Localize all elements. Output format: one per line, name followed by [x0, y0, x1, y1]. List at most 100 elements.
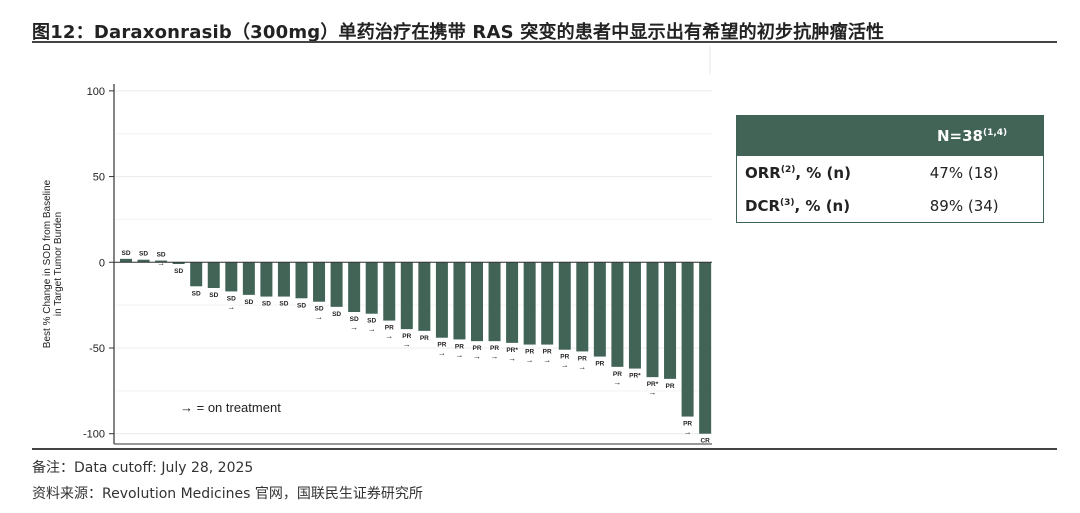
y-axis-label: Best % Change in SOD from Baseline — [42, 179, 53, 348]
bar-label: SD — [139, 251, 148, 258]
on-treatment-arrow: → — [438, 349, 446, 358]
bar-label: SD — [121, 250, 130, 257]
bar — [400, 262, 413, 330]
on-treatment-arrow: → — [649, 388, 657, 397]
on-treatment-arrow: → — [613, 378, 621, 387]
bar-label: SD — [227, 295, 236, 302]
bar — [593, 262, 606, 357]
bar-label: PR — [472, 345, 481, 352]
bar — [225, 262, 238, 292]
bar — [699, 262, 712, 434]
on-treatment-arrow: → — [543, 356, 551, 365]
sample-size-footnote: (1,4) — [983, 128, 1008, 138]
dcr-label-tail: , % (n) — [794, 196, 851, 215]
bar-label: PR — [560, 354, 569, 361]
bar — [313, 262, 326, 302]
bar-label: SD — [315, 306, 324, 313]
orr-label: ORR — [745, 163, 781, 182]
bar — [418, 262, 431, 331]
bar — [277, 262, 290, 297]
response-table: N=38(1,4) ORR(2), % (n) 47% (18) DCR(3),… — [736, 115, 1044, 223]
source-note: 资料来源：Revolution Medicines 官网，国联民生证券研究所 — [32, 486, 423, 502]
bar — [471, 262, 483, 342]
on-treatment-arrow: → — [157, 259, 165, 268]
bar-label: PR* — [506, 347, 518, 354]
on-treatment-arrow: → — [473, 352, 481, 361]
on-treatment-arrow: → — [578, 362, 586, 371]
bar — [576, 262, 589, 352]
y-tick-label: 50 — [93, 172, 105, 184]
bar — [348, 262, 361, 312]
bar-label: SD — [157, 252, 166, 259]
y-tick-label: 0 — [99, 257, 105, 269]
on-treatment-arrow: → — [455, 350, 463, 359]
bar-label: SD — [209, 292, 218, 299]
bar — [155, 260, 168, 263]
response-table-header: N=38(1,4) — [737, 116, 1043, 156]
on-treatment-arrow: → — [403, 340, 411, 349]
bar — [453, 262, 466, 340]
orr-label-tail: , % (n) — [795, 163, 851, 182]
bar — [295, 262, 308, 299]
dcr-value: 89% (34) — [929, 196, 999, 215]
bar — [207, 262, 220, 288]
orr-footnote: (2) — [780, 164, 796, 175]
bar-label: PR — [543, 349, 552, 356]
y-tick-label: -50 — [89, 343, 105, 355]
cutoff-note: 备注：Data cutoff: July 28, 2025 — [32, 460, 254, 476]
on-treatment-arrow: → — [227, 302, 235, 311]
dcr-row: DCR(3), % (n) 89% (34) — [737, 189, 1043, 222]
bar-label: SD — [297, 302, 306, 309]
bar — [137, 259, 150, 263]
bar-label: PR* — [629, 373, 641, 380]
bar-label: PR — [490, 345, 499, 352]
bar-label: PR — [595, 361, 604, 368]
on-treatment-arrow: → — [684, 428, 692, 437]
on-treatment-arrow: → — [561, 361, 569, 370]
dcr-label: DCR — [745, 196, 781, 215]
on-treatment-arrow: → — [350, 323, 358, 332]
bar-label: SD — [192, 290, 201, 297]
bar — [646, 262, 659, 378]
bar-label: SD — [350, 316, 359, 323]
bar — [506, 262, 519, 343]
on-treatment-arrow: → — [508, 354, 516, 363]
bar-label: PR — [402, 333, 411, 340]
bar-label: SD — [367, 318, 376, 325]
dcr-footnote: (3) — [780, 197, 795, 208]
y-axis-label: in Target Tumor Burden — [53, 212, 64, 316]
bar — [664, 262, 677, 379]
bar-label: PR — [578, 355, 587, 362]
on-treatment-arrow: → — [526, 356, 534, 365]
bar-label: PR — [525, 349, 534, 356]
title-rule — [32, 41, 1057, 43]
bar — [190, 262, 203, 287]
sample-size: N=38 — [937, 127, 983, 145]
legend-text: → = on treatment — [180, 400, 281, 415]
bar-label: PR — [683, 421, 692, 428]
y-tick-label: -100 — [83, 429, 105, 441]
bar — [541, 262, 554, 345]
waterfall-chart: 100 50 0 -50 -100 Best % Change in SOD from B… — [42, 46, 712, 454]
bar-label: PR — [385, 325, 394, 332]
bar — [681, 262, 694, 417]
on-treatment-arrow: → — [385, 332, 393, 341]
figure-title: 图12：Daraxonrasib（300mg）单药治疗在携带 RAS 突变的患者… — [32, 22, 885, 43]
orr-value: 47% (18) — [929, 163, 999, 182]
bar — [558, 262, 571, 350]
bar-label: SD — [279, 301, 288, 308]
y-tick-label: 100 — [87, 86, 105, 98]
chart-panel: 100 50 0 -50 -100 Best % Change in SOD from B… — [32, 46, 1057, 454]
bar — [611, 262, 624, 367]
bar — [383, 262, 396, 321]
bar-label: PR* — [647, 381, 659, 388]
on-treatment-arrow: → — [491, 352, 499, 361]
bar-label: PR — [613, 371, 622, 378]
bar-label: PR — [455, 343, 464, 350]
on-treatment-arrow: → — [701, 445, 709, 446]
bar-label: CR — [700, 438, 710, 445]
bar — [365, 262, 378, 314]
bar — [120, 258, 132, 263]
bar-label: PR — [437, 342, 446, 349]
bar — [330, 262, 343, 307]
